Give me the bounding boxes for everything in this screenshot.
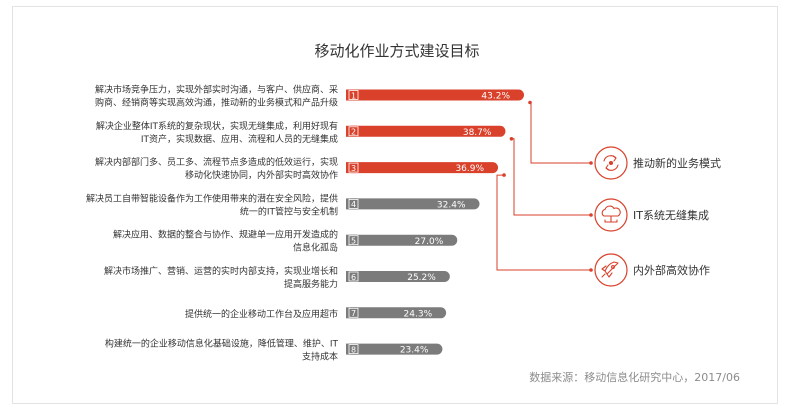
value-label: 25.2% <box>407 273 436 283</box>
bar-left-edge <box>346 307 357 319</box>
connector-end-dot <box>589 268 593 272</box>
rank-box <box>348 307 359 318</box>
category-label: 解决市场推广、营销、运营的实时内部支持，实现业增长和 <box>104 265 338 277</box>
rank-box <box>348 235 359 246</box>
bar-left-edge <box>346 162 357 174</box>
rank-label: 1 <box>351 91 356 100</box>
category-label: 统一的IT管控与安全机制 <box>240 205 338 217</box>
rank-label: 8 <box>351 345 356 354</box>
category-label: 信息化孤岛 <box>293 242 338 254</box>
callout-label: 内外部高效协作 <box>633 263 710 277</box>
value-label: 43.2% <box>481 92 510 102</box>
connector-dot <box>502 173 506 177</box>
callout-label: IT系统无缝集成 <box>633 208 709 222</box>
bar-left-edge <box>346 234 357 246</box>
bar <box>346 234 458 246</box>
value-label: 38.7% <box>463 128 492 138</box>
rank-label: 3 <box>351 164 356 173</box>
category-label: 构建统一的企业移动信息化基础设施，降低管理、维护、IT <box>105 338 339 350</box>
rank-label: 2 <box>351 128 356 137</box>
category-label: 支持成本 <box>302 351 338 363</box>
connector-line <box>530 102 591 164</box>
bar-left-edge <box>346 198 357 210</box>
bar <box>346 198 480 210</box>
category-label: IT资产，实现数据、应用、流程和人员的无缝集成 <box>141 133 338 145</box>
rocket-icon <box>601 261 619 278</box>
category-label: 解决内部部门多、员工多、流程节点多造成的低效运行，实现 <box>95 156 338 168</box>
rank-label: 4 <box>351 200 356 209</box>
cycle-arrows-icon <box>603 155 619 171</box>
bar-left-edge <box>346 343 357 355</box>
bars-group: 解决市场竞争压力，实现外部实时沟通，与客户、供应商、采购商、经销商等实现高效沟通… <box>86 84 524 363</box>
bar <box>346 162 499 174</box>
callout-circle <box>594 198 628 232</box>
rank-label: 7 <box>351 309 356 318</box>
connector-end-dot <box>589 213 593 217</box>
category-label: 提供统一的企业移动工作台及应用超市 <box>185 308 338 320</box>
value-label: 24.3% <box>404 309 433 319</box>
connectors-group <box>496 100 593 272</box>
category-label: 解决市场竞争压力，实现外部实时沟通，与客户、供应商、采 <box>95 84 338 96</box>
rank-box <box>348 271 359 282</box>
value-label: 23.4% <box>400 346 429 356</box>
rank-label: 6 <box>351 273 356 282</box>
category-label: 移动化快速协同，内外部实时高效协作 <box>185 169 338 181</box>
chart-title: 移动化作业方式建设目标 <box>314 42 479 60</box>
source-note: 数据来源：移动信息化研究中心，2017/06 <box>529 370 740 384</box>
rank-label: 5 <box>351 237 356 246</box>
connector-end-dot <box>589 161 593 165</box>
cloud-network-icon <box>601 205 621 223</box>
category-label: 解决企业整体IT系统的复杂现状，实现无缝集成，利用好现有 <box>96 120 338 132</box>
category-label: 解决员工自带智能设备作为工作使用带来的潜在安全风险，提供 <box>86 192 338 204</box>
bar <box>346 343 443 355</box>
callout-label: 推动新的业务模式 <box>633 156 721 170</box>
bar <box>346 307 447 319</box>
bar-left-edge <box>346 89 357 101</box>
rank-box <box>348 90 359 100</box>
connector-line <box>496 174 591 271</box>
rank-box <box>348 162 359 173</box>
rank-box <box>348 126 359 137</box>
category-label: 解决应用、数据的整合与协作、规避单一应用开发造成的 <box>113 229 338 241</box>
rank-box <box>348 198 359 209</box>
bar <box>346 125 506 137</box>
bar-left-edge <box>346 271 357 282</box>
value-label: 32.4% <box>437 201 466 211</box>
bar <box>346 271 450 282</box>
bar-left-edge <box>346 125 357 137</box>
bar <box>346 89 524 101</box>
rank-box <box>348 344 359 355</box>
value-label: 27.0% <box>415 237 444 247</box>
value-label: 36.9% <box>455 164 484 174</box>
category-label: 提高服务能力 <box>284 278 338 290</box>
category-label: 购商、经销商等实现高效沟通，推动新的业务模式和产品升级 <box>95 97 338 109</box>
connector-line <box>511 138 591 216</box>
